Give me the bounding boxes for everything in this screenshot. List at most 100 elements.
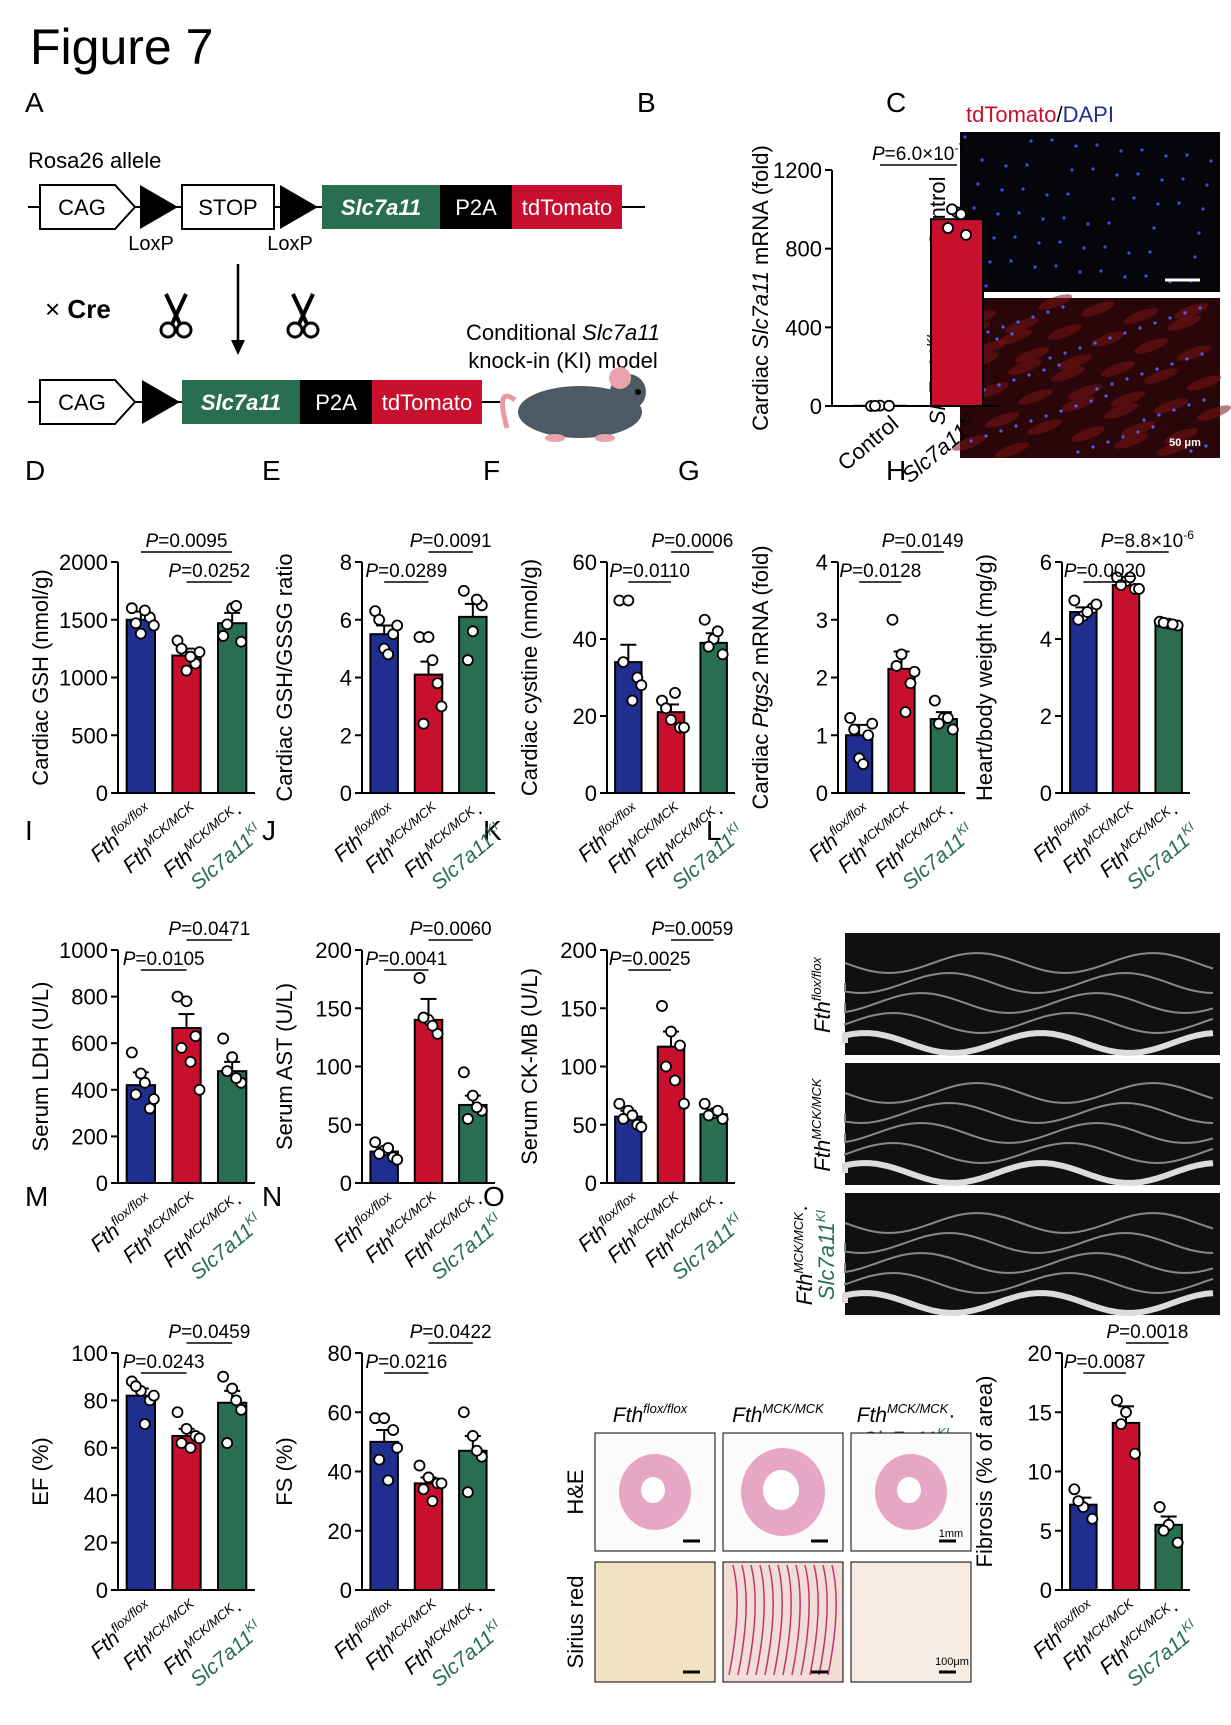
collagen-fiber (728, 1564, 738, 1676)
data-point (180, 664, 193, 677)
data-point (669, 1074, 681, 1087)
sirius-red-image (594, 1561, 716, 1683)
bar (125, 618, 156, 794)
data-point (413, 972, 426, 984)
data-point (635, 679, 648, 692)
tissue-fiber (951, 435, 987, 451)
echo-trace (842, 1030, 1214, 1056)
dapi-nucleus (1054, 264, 1058, 268)
data-point (702, 640, 715, 653)
dapi-nucleus (1031, 315, 1035, 319)
tissue-fiber (1067, 384, 1103, 400)
data-point (382, 1474, 395, 1487)
y-tick-label: 0 (340, 1171, 352, 1196)
dapi-nucleus (1058, 240, 1062, 244)
y-tick-label: 60 (328, 1400, 352, 1425)
tissue-fiber (1110, 391, 1146, 407)
data-point (457, 1406, 470, 1419)
dapi-nucleus (1156, 202, 1160, 206)
dapi-nucleus (1127, 251, 1131, 255)
dapi-nucleus (1029, 139, 1033, 143)
ventricle-lumen (763, 1470, 799, 1510)
data-point (848, 723, 861, 736)
dapi-nucleus (1021, 187, 1025, 191)
collagen-fiber (800, 1564, 810, 1676)
echo-trace (844, 1082, 1214, 1104)
collagen-fiber (818, 1564, 828, 1676)
y-tick-label: 15 (1028, 1400, 1052, 1425)
data-point (230, 1394, 243, 1407)
panel-label-o: O (483, 1181, 505, 1212)
model-title: Conditional Slc7a11 (466, 320, 660, 345)
p-value-label: P=0.0216 (365, 1352, 447, 1373)
collagen-fiber (809, 1564, 819, 1676)
data-point (1111, 1394, 1123, 1407)
panel-label-d: D (25, 455, 45, 486)
dapi-nucleus (1121, 435, 1125, 439)
y-tick-label: 50 (328, 1113, 352, 1138)
scale-label: 50 μm (1169, 437, 1201, 449)
panel-label-m: M (25, 1181, 48, 1212)
data-point (175, 642, 188, 655)
arrow-head (231, 340, 245, 355)
bar (699, 1113, 728, 1185)
data-point (613, 1097, 626, 1110)
data-point (138, 604, 151, 617)
y-tick-label: 4 (340, 666, 352, 691)
dapi-nucleus (1111, 197, 1115, 201)
dapi-nucleus (1200, 352, 1204, 356)
y-tick-label: 600 (71, 1031, 108, 1056)
data-point (147, 619, 160, 632)
y-axis-label: Fibrosis (% of area) (972, 1376, 997, 1568)
data-point (426, 654, 439, 667)
y-tick-label: 2 (816, 666, 828, 691)
data-point (698, 613, 711, 626)
y-tick-label: 1000 (59, 938, 108, 963)
p-value-label: P=0.0243 (123, 1352, 205, 1373)
data-point (928, 694, 941, 707)
tissue-fiber (1060, 396, 1096, 412)
mouse-body (518, 386, 642, 438)
dapi-nucleus (1138, 326, 1142, 330)
data-point (702, 1109, 715, 1122)
dapi-nucleus (1059, 409, 1063, 413)
tissue-fiber (1090, 331, 1126, 347)
data-point (217, 630, 230, 642)
data-point (431, 1027, 444, 1040)
dapi-nucleus (1170, 362, 1174, 366)
p-value-label: P=0.0059 (651, 919, 733, 940)
data-point (886, 613, 899, 626)
tissue-fiber (1080, 301, 1116, 317)
y-tick-label: 800 (71, 985, 108, 1010)
y-tick-label: 80 (328, 1341, 352, 1366)
stop-label: STOP (198, 195, 258, 220)
dapi-nucleus (1086, 222, 1090, 226)
y-tick-label: 20 (84, 1531, 108, 1556)
y-tick-label: 800 (785, 237, 822, 262)
collagen-fiber (746, 1564, 756, 1676)
dapi-nucleus (976, 182, 980, 186)
data-point (716, 1113, 729, 1125)
data-point (470, 1444, 483, 1457)
p-value-label: P=0.0095 (146, 531, 228, 552)
data-point (382, 1142, 395, 1154)
data-point (457, 584, 470, 597)
dapi-nucleus (1050, 138, 1054, 142)
dapi-nucleus (1136, 430, 1140, 434)
p-value-label: P=0.0128 (839, 561, 921, 582)
scissor-blade (164, 293, 182, 325)
y-tick-label: 0 (340, 781, 352, 806)
dapi-nucleus (1108, 336, 1112, 340)
dapi-nucleus (969, 439, 973, 443)
p-value-label: P=0.0087 (1064, 1352, 1146, 1373)
data-point (1133, 583, 1145, 595)
data-point (466, 625, 479, 638)
data-point (466, 1430, 479, 1442)
data-point (1072, 613, 1085, 626)
tissue-fiber (984, 412, 1020, 428)
data-point (235, 1403, 248, 1416)
mouse-eye (635, 389, 641, 395)
loxp-triangle (140, 185, 178, 229)
data-point (869, 400, 881, 412)
